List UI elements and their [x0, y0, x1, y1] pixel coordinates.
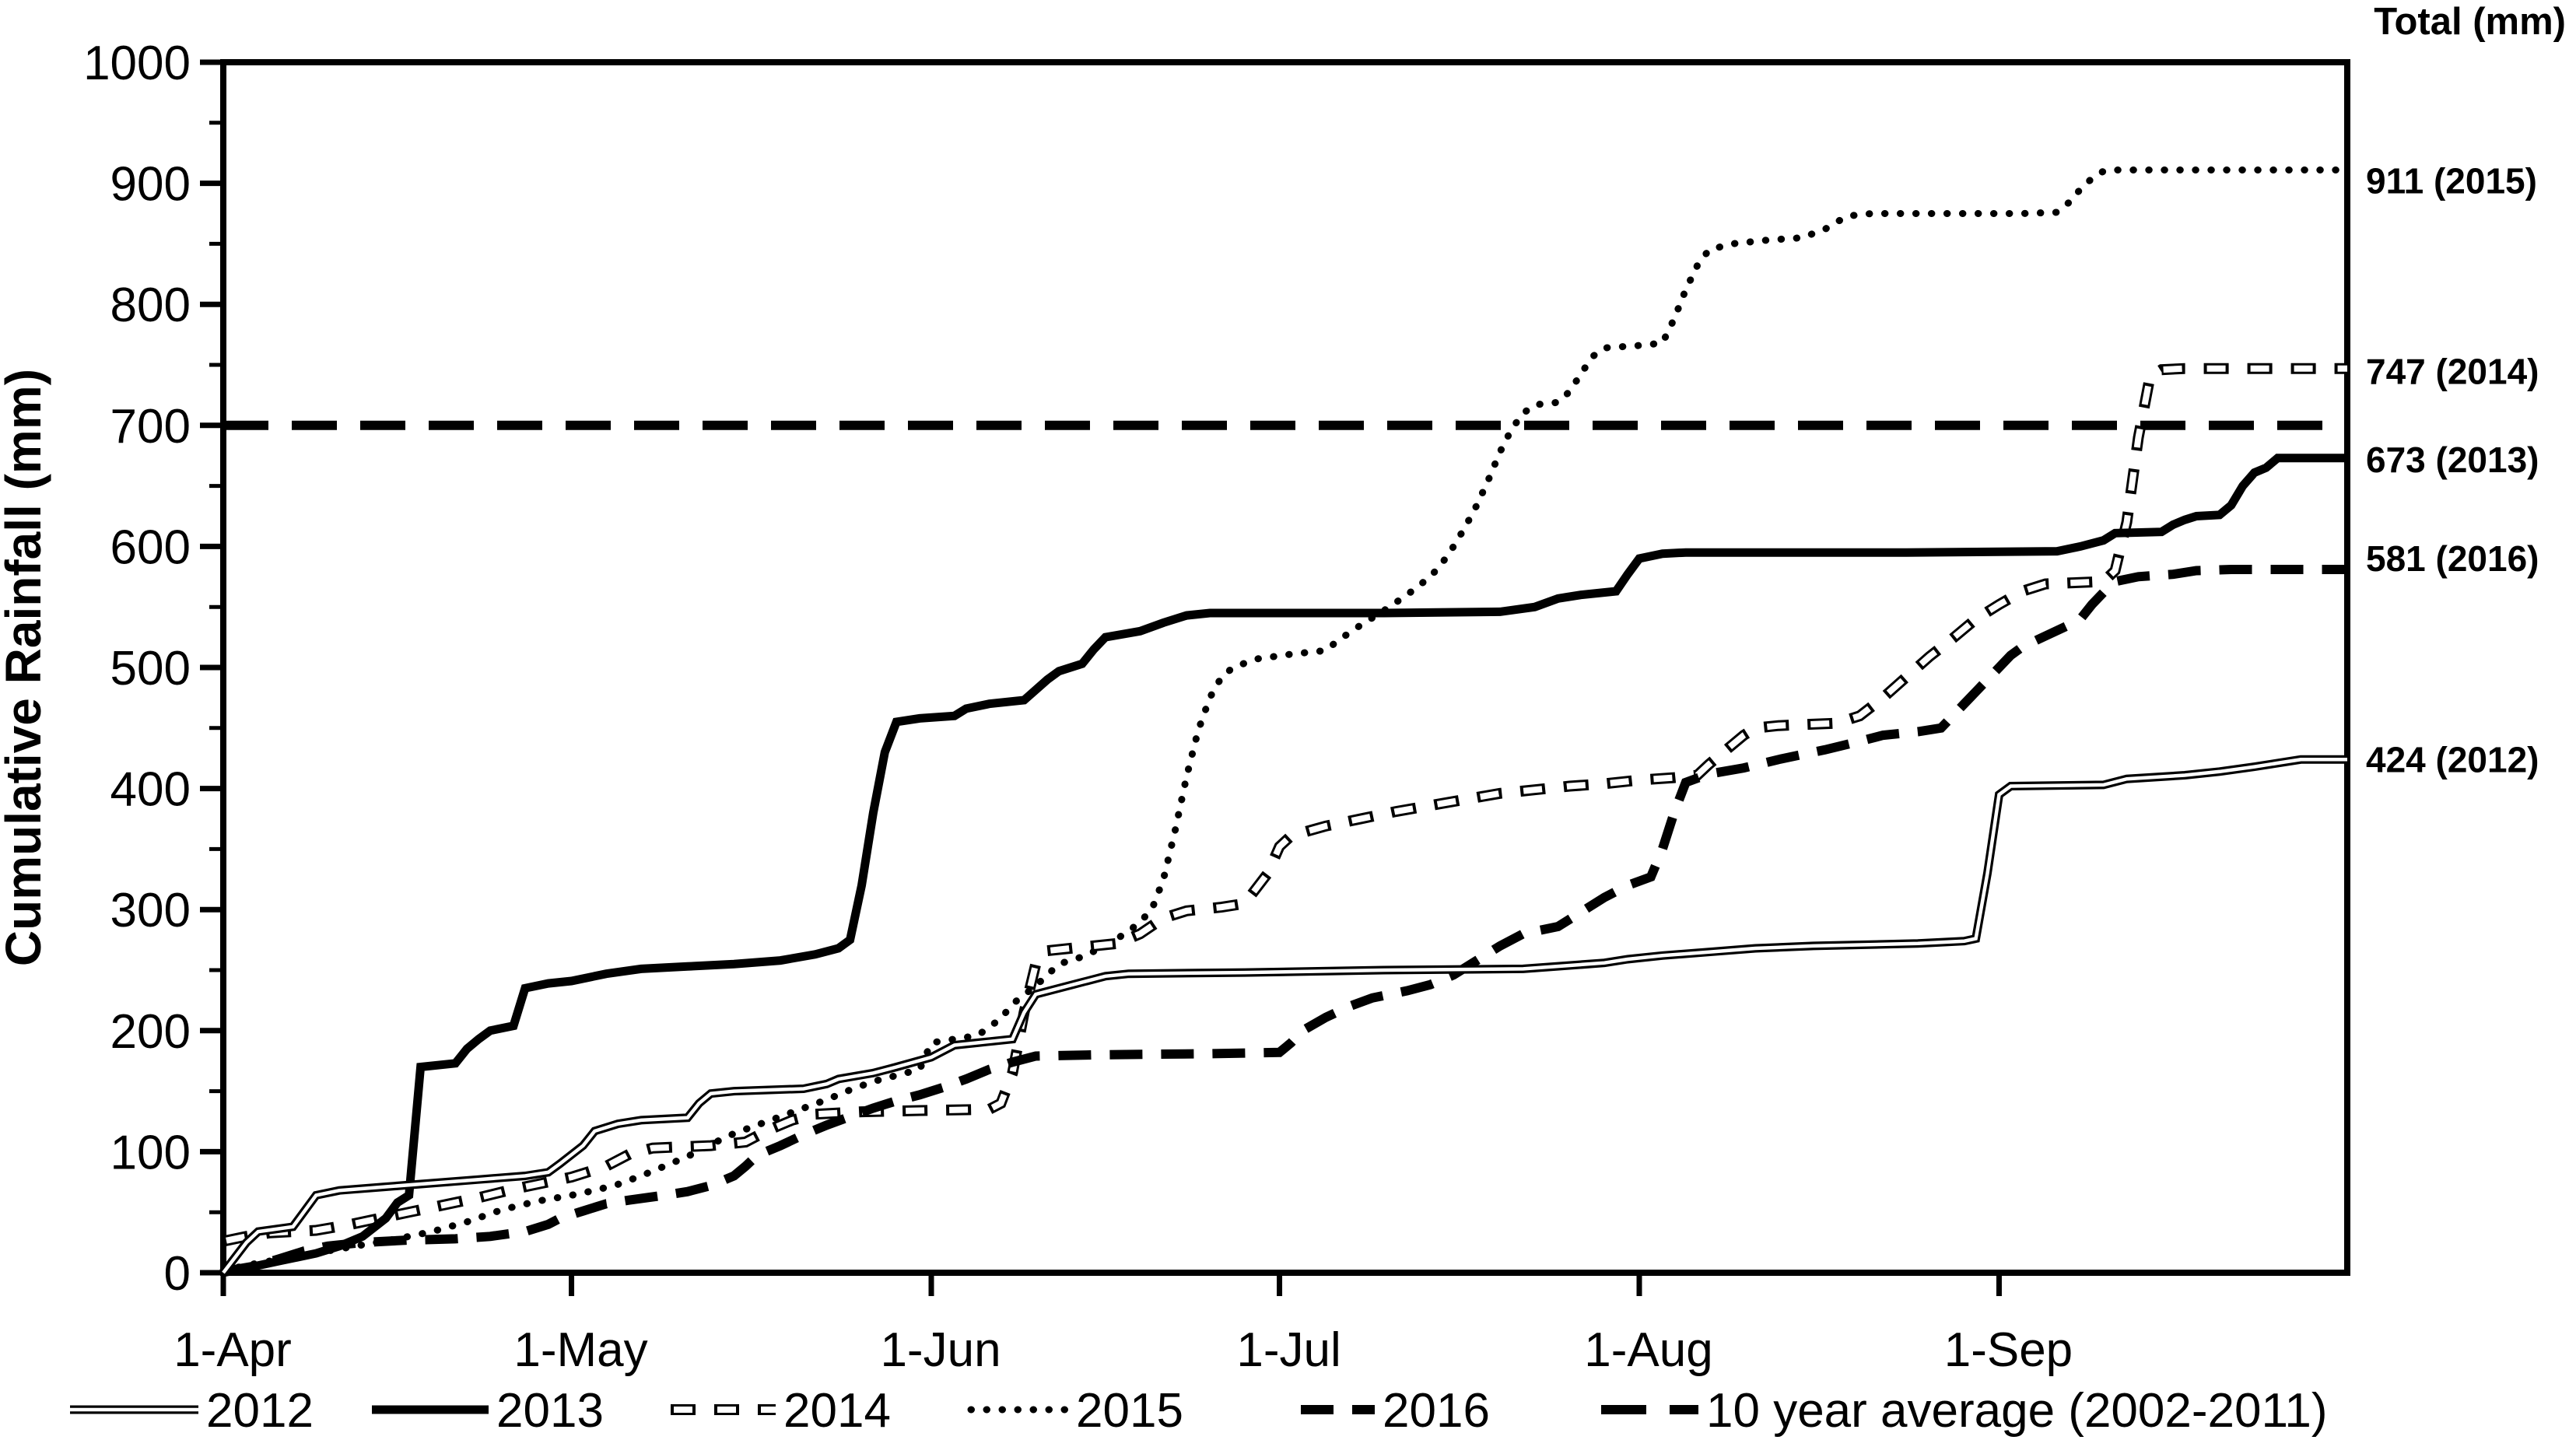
y-tick-label: 900	[110, 158, 191, 212]
totals-header: Total (mm)	[2374, 1, 2566, 43]
legend-label: 2012	[206, 1384, 314, 1438]
y-axis-title: Cumulative Rainfall (mm)	[0, 369, 51, 966]
x-tick-label: 1-May	[513, 1323, 647, 1377]
chart-generated-content: 0 100 200 300 400 500 600 700 800 900 1000 1-Apr 1-M…	[70, 37, 2539, 1438]
legend-item-2012: 2012	[70, 1384, 314, 1438]
series-line	[219, 166, 2351, 1274]
legend-item-2015: 2015	[967, 1384, 1183, 1438]
y-tick-label: 500	[110, 642, 191, 695]
total-label: 673 (2013)	[2366, 440, 2539, 480]
y-tick-label: 400	[110, 763, 191, 817]
total-label: 424 (2012)	[2366, 739, 2539, 780]
legend-label: 10 year average (2002-2011)	[1706, 1384, 2328, 1438]
y-tick-label: 300	[110, 884, 191, 937]
y-tick-label: 700	[110, 400, 191, 454]
y-tick-label: 100	[110, 1126, 191, 1179]
series-2013	[222, 454, 2347, 1277]
series-line	[222, 565, 2347, 1277]
x-tick-label: 1-Aug	[1584, 1323, 1712, 1377]
total-label: 747 (2014)	[2366, 352, 2539, 392]
plot-border	[220, 59, 2350, 1276]
legend-item-2016: 2016	[1301, 1384, 1490, 1438]
total-label: 911 (2015)	[2366, 160, 2537, 201]
x-tick-label: 1-Sep	[1944, 1323, 2073, 1377]
x-tick-label: 1-Jul	[1236, 1323, 1341, 1377]
legend-item-2013: 2013	[372, 1384, 604, 1438]
x-tick-label: 1-Apr	[173, 1323, 292, 1377]
legend-label: 2016	[1383, 1384, 1490, 1438]
x-tick-label: 1-Jun	[880, 1323, 1001, 1377]
y-tick-label: 1000	[83, 37, 191, 90]
series-2012	[219, 755, 2347, 1276]
legend-item-2014: 2014	[671, 1384, 891, 1438]
total-label: 581 (2016)	[2366, 538, 2539, 579]
y-tick-label: 600	[110, 520, 191, 574]
y-tick-label: 200	[110, 1005, 191, 1059]
legend-label: 2014	[783, 1384, 891, 1438]
series-2016	[222, 565, 2347, 1277]
series-line	[222, 363, 2347, 1247]
legend-label: 2013	[496, 1384, 604, 1438]
legend-label: 2015	[1076, 1384, 1183, 1438]
series-line	[222, 758, 2347, 1274]
series-2015	[219, 166, 2351, 1274]
y-tick-label: 0	[164, 1247, 191, 1301]
series-line	[222, 454, 2347, 1277]
series-2014	[222, 363, 2347, 1247]
legend-item-10-year-average-2002-2011-: 10 year average (2002-2011)	[1601, 1384, 2328, 1438]
y-tick-label: 800	[110, 279, 191, 332]
series-line	[223, 365, 2347, 1245]
